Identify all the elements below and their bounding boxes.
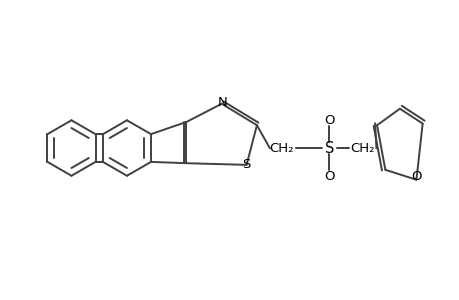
Text: CH₂: CH₂ xyxy=(350,142,374,155)
Text: N: N xyxy=(218,96,227,109)
Text: O: O xyxy=(324,170,334,183)
Text: S: S xyxy=(324,141,333,156)
Text: O: O xyxy=(324,114,334,127)
Text: CH₂: CH₂ xyxy=(269,142,293,155)
Text: S: S xyxy=(242,158,250,171)
Text: O: O xyxy=(410,170,421,183)
